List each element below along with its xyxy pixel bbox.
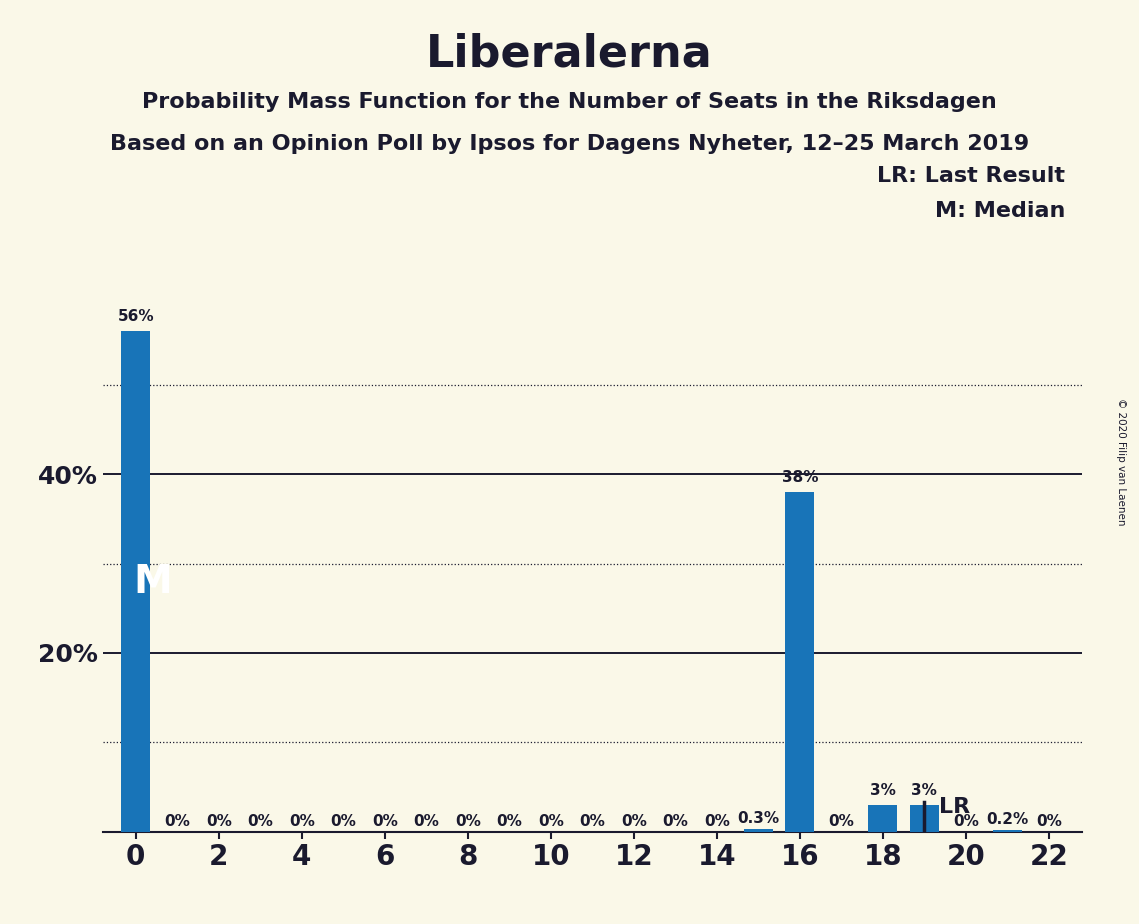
Text: 0%: 0% [371, 814, 398, 829]
Text: LR: Last Result: LR: Last Result [877, 166, 1065, 187]
Text: 0%: 0% [206, 814, 231, 829]
Text: 0.3%: 0.3% [737, 811, 779, 826]
Text: 0%: 0% [538, 814, 564, 829]
Text: M: Median: M: Median [935, 201, 1065, 222]
Text: 0%: 0% [164, 814, 190, 829]
Bar [121, 332, 150, 832]
Text: 0%: 0% [413, 814, 440, 829]
Text: 0%: 0% [704, 814, 730, 829]
Text: 0%: 0% [1035, 814, 1062, 829]
Text: LR: LR [939, 796, 970, 817]
Bar [785, 492, 814, 832]
Text: 0%: 0% [454, 814, 481, 829]
Text: 0%: 0% [497, 814, 522, 829]
Text: Liberalerna: Liberalerna [426, 32, 713, 76]
Text: M: M [133, 563, 172, 601]
Text: Probability Mass Function for the Number of Seats in the Riksdagen: Probability Mass Function for the Number… [142, 92, 997, 113]
Text: 0%: 0% [247, 814, 273, 829]
Text: 3%: 3% [911, 783, 937, 797]
Text: 0%: 0% [580, 814, 605, 829]
Text: 56%: 56% [117, 310, 154, 324]
Text: © 2020 Filip van Laenen: © 2020 Filip van Laenen [1116, 398, 1125, 526]
Bar [744, 829, 773, 832]
Bar [910, 805, 939, 832]
Text: 3%: 3% [870, 783, 895, 797]
Bar [868, 805, 898, 832]
Text: 0%: 0% [621, 814, 647, 829]
Text: 0%: 0% [663, 814, 688, 829]
Bar [993, 830, 1022, 832]
Text: 0.2%: 0.2% [986, 812, 1029, 827]
Text: 0%: 0% [330, 814, 357, 829]
Text: 0%: 0% [953, 814, 978, 829]
Text: 38%: 38% [781, 470, 818, 485]
Text: 0%: 0% [289, 814, 314, 829]
Text: 0%: 0% [828, 814, 854, 829]
Text: Based on an Opinion Poll by Ipsos for Dagens Nyheter, 12–25 March 2019: Based on an Opinion Poll by Ipsos for Da… [110, 134, 1029, 154]
